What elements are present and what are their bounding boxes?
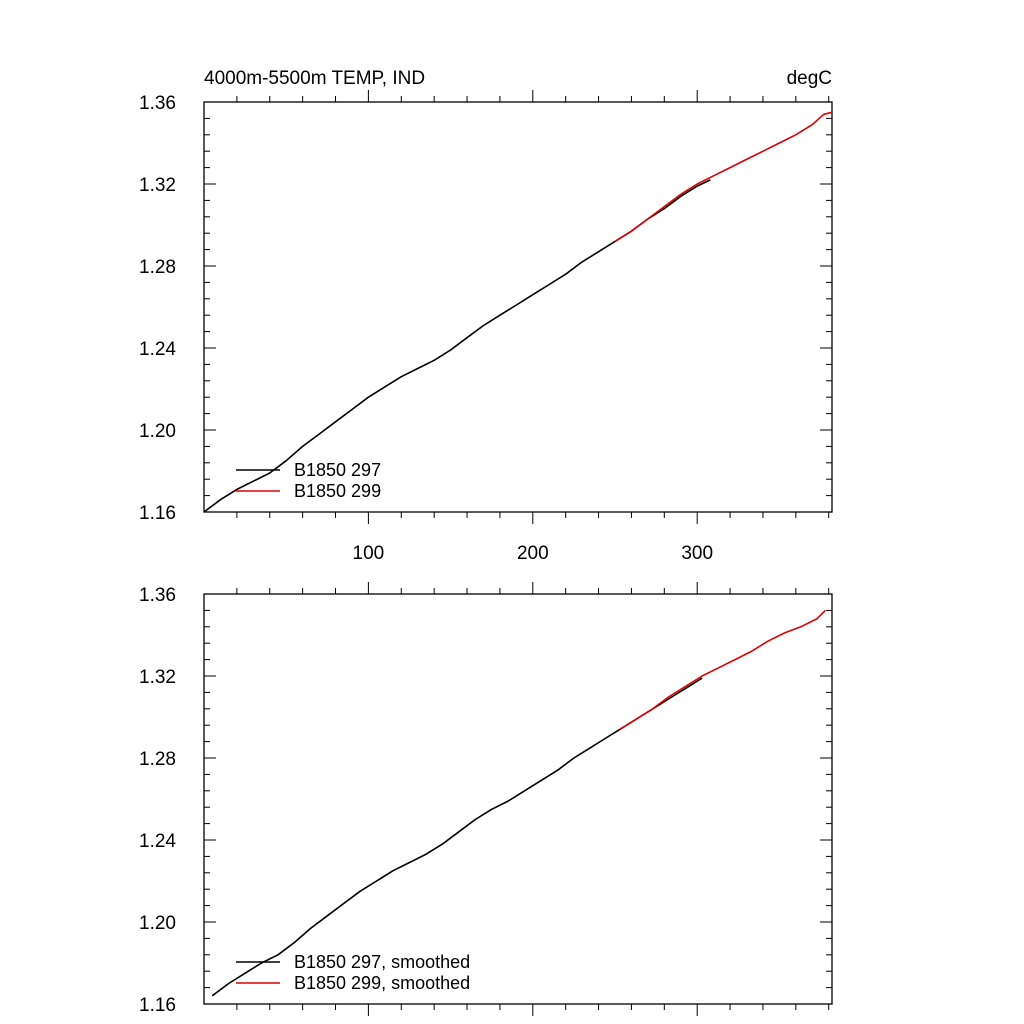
series-lines — [203, 111, 833, 513]
y-tick-label: 1.36 — [139, 585, 176, 606]
y-tick-label: 1.24 — [139, 339, 176, 360]
top-panel: 4000m-5500m TEMP, IND degC 1.161.201.241… — [139, 68, 833, 564]
series-lines — [211, 609, 826, 997]
x-tick-label: 300 — [681, 543, 713, 564]
y-tick-label: 1.32 — [139, 175, 176, 196]
y-tick-label: 1.20 — [139, 913, 176, 934]
y-tick-label: 1.16 — [139, 503, 176, 524]
legend-label-0: B1850 297 — [294, 460, 381, 480]
plot-frame — [203, 101, 833, 513]
x-tick-label: 100 — [353, 543, 385, 564]
axis-ticks — [204, 582, 832, 1016]
y-tick-label: 1.20 — [139, 421, 176, 442]
y-tick-label: 1.16 — [139, 995, 176, 1016]
tick-labels: 1.16 1.20 1.24 1.28 1.32 1.36 100 200 300 — [139, 93, 713, 564]
tick-labels: 1.16 1.20 1.24 1.28 1.32 1.36 — [139, 585, 176, 1016]
series-line-1 — [614, 111, 833, 243]
y-tick-label: 1.24 — [139, 831, 176, 852]
units-label: degC — [787, 68, 832, 89]
legend-label-0: B1850 297, smoothed — [294, 952, 470, 972]
chart-title: 4000m-5500m TEMP, IND — [204, 68, 425, 89]
y-tick-label: 1.28 — [139, 749, 176, 770]
legend-label-1: B1850 299 — [294, 481, 381, 501]
plot-frame — [203, 593, 833, 1005]
series-line-1 — [619, 609, 826, 730]
x-tick-label: 200 — [517, 543, 549, 564]
legend-label-1: B1850 299, smoothed — [294, 973, 470, 993]
bottom-panel: 1.16 1.20 1.24 1.28 1.32 1.36 B1850 297, smoo… — [139, 582, 833, 1016]
axis-ticks — [204, 90, 832, 524]
series-line-0 — [211, 677, 703, 997]
y-tick-label: 1.28 — [139, 257, 176, 278]
y-tick-label: 1.32 — [139, 667, 176, 688]
y-tick-label: 1.36 — [139, 93, 176, 114]
